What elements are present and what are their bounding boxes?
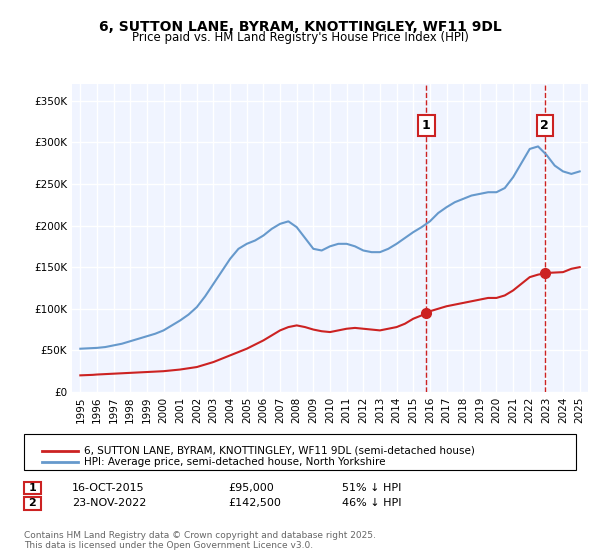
Text: £142,500: £142,500 — [228, 498, 281, 508]
Text: Contains HM Land Registry data © Crown copyright and database right 2025.
This d: Contains HM Land Registry data © Crown c… — [24, 530, 376, 550]
Text: 6, SUTTON LANE, BYRAM, KNOTTINGLEY, WF11 9DL (semi-detached house): 6, SUTTON LANE, BYRAM, KNOTTINGLEY, WF11… — [84, 446, 475, 456]
Text: 23-NOV-2022: 23-NOV-2022 — [72, 498, 146, 508]
Text: 1: 1 — [422, 119, 431, 132]
Text: HPI: Average price, semi-detached house, North Yorkshire: HPI: Average price, semi-detached house,… — [84, 457, 386, 467]
Text: 2: 2 — [541, 119, 549, 132]
Text: 1: 1 — [29, 483, 36, 493]
Text: 51% ↓ HPI: 51% ↓ HPI — [342, 483, 401, 493]
Text: 6, SUTTON LANE, BYRAM, KNOTTINGLEY, WF11 9DL: 6, SUTTON LANE, BYRAM, KNOTTINGLEY, WF11… — [98, 20, 502, 34]
Text: 16-OCT-2015: 16-OCT-2015 — [72, 483, 145, 493]
Text: 2: 2 — [29, 498, 36, 508]
Text: £95,000: £95,000 — [228, 483, 274, 493]
Text: Price paid vs. HM Land Registry's House Price Index (HPI): Price paid vs. HM Land Registry's House … — [131, 31, 469, 44]
Text: 46% ↓ HPI: 46% ↓ HPI — [342, 498, 401, 508]
